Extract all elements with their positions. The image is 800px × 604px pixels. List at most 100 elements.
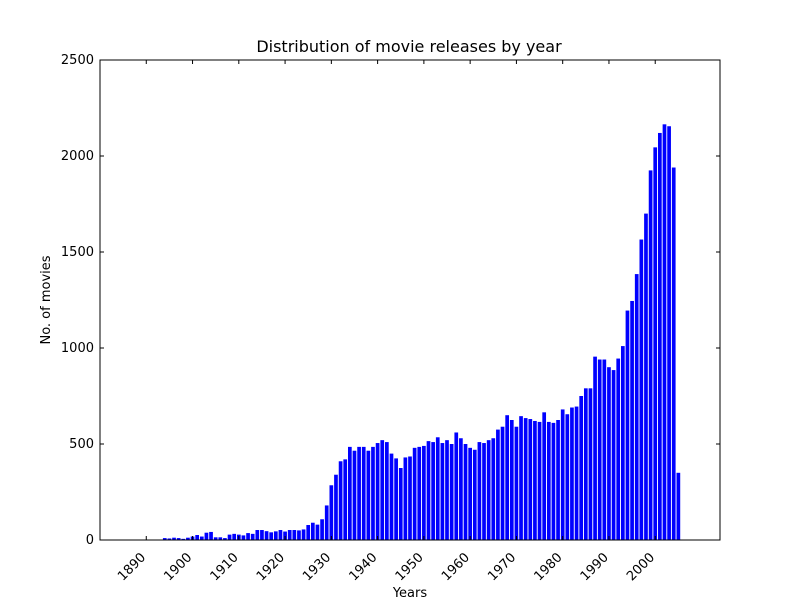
bar-1957	[454, 432, 459, 540]
bar-1901	[195, 535, 200, 540]
bar-1970	[514, 426, 519, 540]
bar-1960	[468, 447, 472, 540]
bar-1909	[232, 533, 237, 540]
bar-2000	[653, 147, 658, 541]
bar-1951	[426, 441, 431, 540]
bar-1938	[366, 450, 371, 540]
bar-1929	[324, 505, 329, 540]
x-tick-label: 1950	[393, 550, 427, 584]
x-axis-label: Years	[392, 586, 428, 600]
bar-1932	[338, 461, 343, 540]
bar-1999	[648, 170, 653, 540]
bar-1907	[223, 538, 227, 540]
bar-1956	[449, 444, 454, 540]
bar-1978	[551, 422, 556, 540]
bar-1961	[472, 449, 477, 540]
bar-1935	[352, 450, 357, 540]
bar-1913	[250, 533, 255, 540]
bar-1897	[176, 538, 181, 540]
bar-1991	[611, 370, 616, 540]
bar-1945	[398, 468, 403, 540]
y-axis: 0 500 1000 1500 2000 2500	[61, 53, 720, 548]
bar-1982	[570, 407, 574, 540]
bar-1926	[310, 522, 315, 540]
chart-title: Distribution of movie releases by year	[256, 37, 562, 56]
bar-1918	[273, 531, 278, 540]
bar-1974	[533, 420, 537, 540]
bar-1955	[445, 440, 449, 540]
bar-1894	[162, 538, 167, 540]
bar-1939	[371, 446, 375, 540]
bar-1972	[523, 418, 528, 540]
bar-1975	[537, 421, 542, 540]
bar-1964	[486, 440, 491, 540]
bar-1903	[204, 532, 209, 540]
bar-1895	[167, 538, 172, 540]
bar-1959	[463, 444, 468, 540]
bar-1977	[546, 421, 551, 540]
bar-1983	[574, 406, 579, 540]
bar-1986	[588, 388, 593, 540]
bar-1995	[630, 300, 634, 540]
bar-1941	[380, 440, 385, 540]
bar-1969	[509, 420, 514, 540]
bar-1996	[634, 274, 639, 540]
bar-1928	[320, 519, 324, 540]
bar-1898	[181, 538, 186, 540]
bar-1925	[306, 525, 311, 540]
plot-area-frame	[99, 59, 721, 541]
bar-1992	[616, 358, 621, 540]
x-tick-label: 1900	[161, 550, 195, 584]
x-tick-label: 1910	[208, 550, 242, 584]
bar-2003	[667, 126, 671, 541]
bar-1905	[213, 537, 218, 540]
bar-2001	[658, 132, 662, 540]
y-tick-label: 1500	[61, 245, 94, 260]
bar-1994	[625, 310, 630, 540]
bar-1985	[583, 388, 588, 540]
bar-2004	[671, 167, 676, 540]
bar-1967	[500, 426, 505, 540]
bars-layer	[162, 124, 681, 541]
bar-1954	[440, 443, 445, 540]
bar-1953	[435, 437, 440, 540]
bar-1933	[343, 459, 348, 540]
bar-1979	[556, 420, 560, 540]
bar-1912	[246, 533, 250, 540]
bar-1919	[278, 530, 283, 540]
bar-1902	[199, 536, 204, 540]
bar-1971	[519, 416, 523, 540]
bar-1915	[260, 530, 264, 540]
bar-1997	[639, 239, 644, 540]
bar-1946	[403, 457, 408, 540]
bar-1917	[269, 532, 274, 540]
bar-1965	[491, 438, 496, 540]
bar-1989	[602, 359, 607, 540]
bar-1934	[348, 446, 352, 540]
bar-1990	[607, 367, 611, 540]
bar-1962	[477, 442, 482, 540]
bar-1980	[560, 409, 565, 540]
x-tick-label: 1990	[578, 550, 612, 584]
bar-1908	[227, 534, 232, 540]
y-tick-label: 2500	[61, 53, 94, 68]
x-tick-label: 1940	[346, 550, 380, 584]
bar-1923	[297, 530, 301, 540]
bar-1927	[315, 524, 320, 540]
bar-1950	[422, 445, 426, 540]
bar-1921	[287, 530, 292, 540]
bar-1896	[172, 537, 176, 540]
bar-1966	[496, 429, 500, 540]
bar-1968	[505, 415, 510, 540]
x-tick-label: 1960	[439, 550, 473, 584]
bar-1920	[283, 531, 287, 540]
bar-1998	[644, 213, 648, 540]
bar-1943	[389, 453, 394, 540]
x-tick-label: 1980	[532, 550, 566, 584]
bar-1940	[375, 443, 380, 540]
y-tick-label: 0	[86, 533, 94, 548]
bar-1993	[620, 346, 625, 540]
bar-1981	[565, 414, 570, 540]
